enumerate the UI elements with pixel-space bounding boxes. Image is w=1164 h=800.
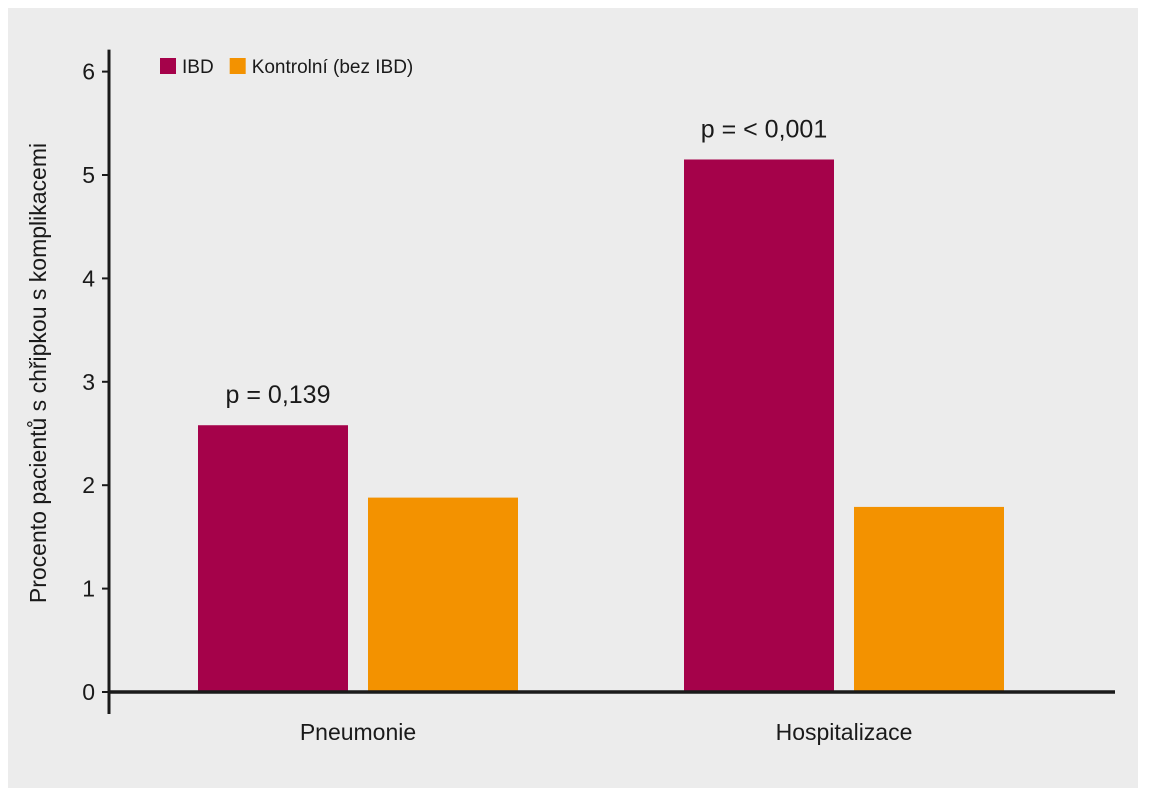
bar-chart: Procento pacientů s chřipkou s komplikac… bbox=[25, 49, 1115, 745]
y-axis-label-group: Procento pacientů s chřipkou s komplikac… bbox=[25, 143, 51, 603]
category-label: Pneumonie bbox=[300, 719, 416, 745]
category-labels: Pneumonie Hospitalizace bbox=[300, 719, 913, 745]
legend-label: Kontrolní (bez IBD) bbox=[252, 57, 414, 78]
p-value-annotation: p = < 0,001 bbox=[701, 115, 828, 143]
legend: IBD Kontrolní (bez IBD) bbox=[160, 57, 413, 78]
y-tick-label: 4 bbox=[82, 265, 95, 291]
y-tick-label: 1 bbox=[82, 576, 95, 602]
bar-ibd-1 bbox=[684, 159, 834, 693]
y-tick-label: 2 bbox=[82, 472, 95, 498]
y-tick-label: 5 bbox=[82, 162, 95, 188]
axes bbox=[107, 49, 1115, 714]
bar-ibd-0 bbox=[198, 425, 348, 692]
chart-figure: Procento pacientů s chřipkou s komplikac… bbox=[8, 8, 1138, 788]
legend-label: IBD bbox=[182, 57, 214, 78]
annotations: p = 0,139 p = < 0,001 bbox=[226, 115, 828, 409]
y-axis-label: Procento pacientů s chřipkou s komplikac… bbox=[25, 143, 51, 603]
bars bbox=[198, 159, 1004, 693]
bar-control-0 bbox=[368, 497, 518, 692]
p-value-annotation: p = 0,139 bbox=[226, 381, 331, 409]
y-tick-label: 3 bbox=[82, 369, 95, 395]
legend-swatch bbox=[160, 58, 176, 74]
y-tick-label: 0 bbox=[82, 679, 95, 705]
y-axis-ticks: 0 1 2 3 4 5 6 bbox=[82, 59, 109, 705]
category-label: Hospitalizace bbox=[776, 719, 913, 745]
y-tick-label: 6 bbox=[82, 59, 95, 85]
bar-control-1 bbox=[854, 506, 1004, 692]
legend-swatch bbox=[229, 58, 246, 74]
